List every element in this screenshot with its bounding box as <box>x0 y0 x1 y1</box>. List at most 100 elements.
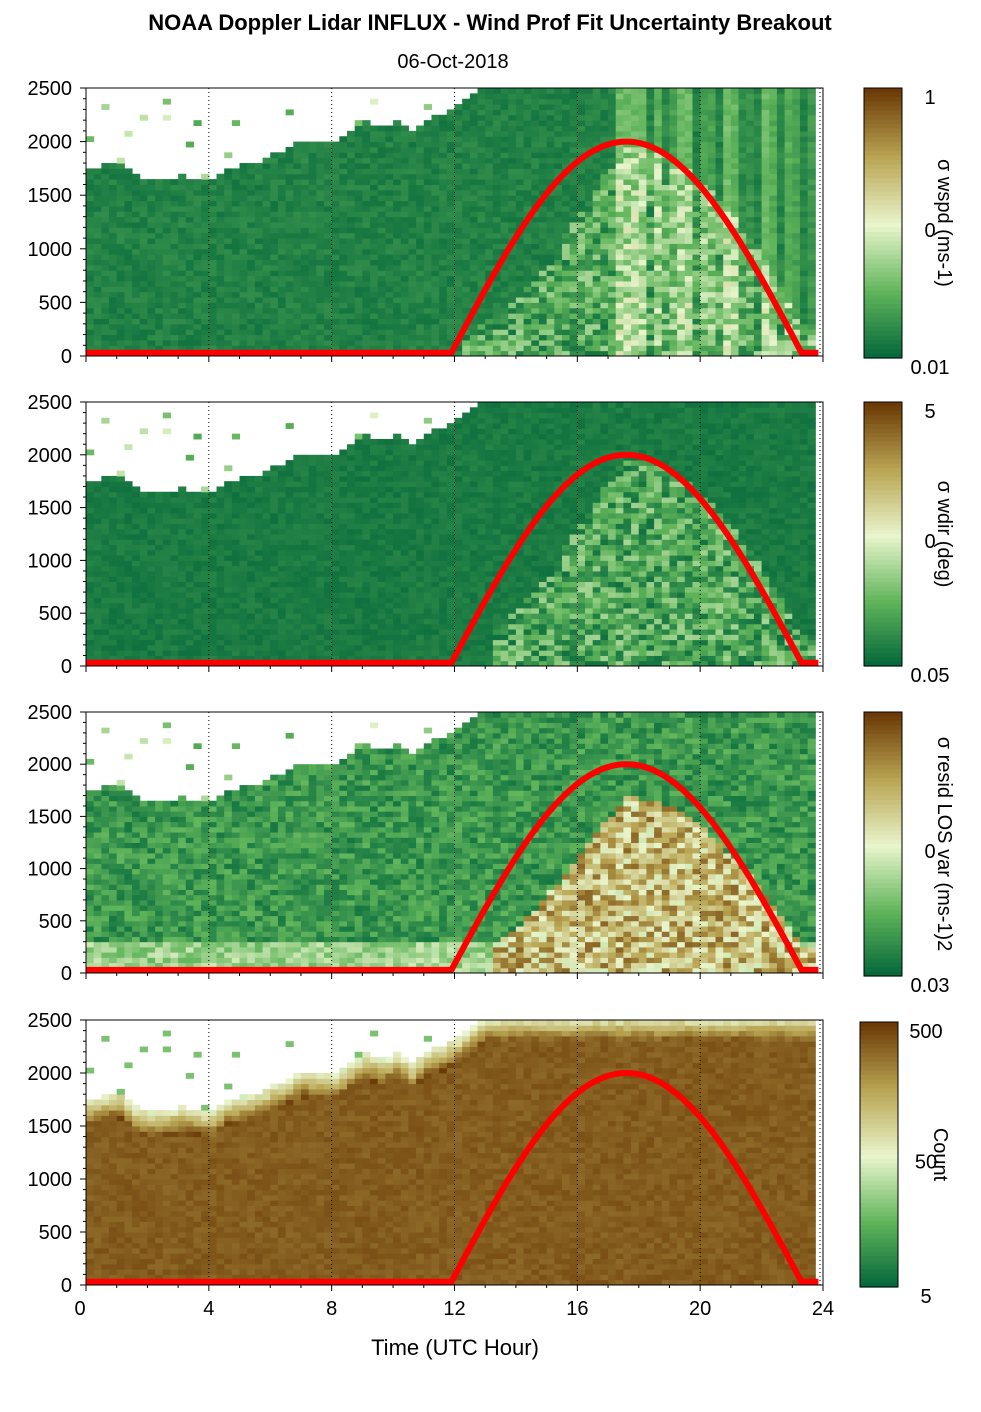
heatmap-cell <box>216 512 225 519</box>
heatmap-cell <box>101 302 110 309</box>
heatmap-cell <box>776 259 786 266</box>
colorbar-segment <box>864 151 902 157</box>
heatmap-cell <box>254 238 264 244</box>
heatmap-cell <box>799 130 809 137</box>
heatmap-cell <box>239 200 248 207</box>
heatmap-cell <box>592 200 601 207</box>
heatmap-cell <box>224 534 233 540</box>
heatmap-cell <box>669 238 678 244</box>
heatmap-cell <box>231 173 241 180</box>
heatmap-cell <box>623 254 632 261</box>
heatmap-cell <box>646 248 655 255</box>
heatmap-cell <box>684 275 693 282</box>
heatmap-cell <box>684 195 693 202</box>
heatmap-cell <box>254 345 264 352</box>
heatmap-cell <box>654 173 663 180</box>
heatmap-cell <box>300 291 310 298</box>
heatmap-cell <box>684 297 693 303</box>
heatmap-cell <box>347 189 356 196</box>
heatmap-cell <box>216 581 225 588</box>
heatmap-cell <box>746 238 755 244</box>
heatmap-cell <box>155 534 164 540</box>
heatmap-cell <box>608 200 617 207</box>
heatmap-cell <box>300 141 310 148</box>
heatmap-cell <box>608 189 617 196</box>
heatmap-cell <box>439 216 448 223</box>
heatmap-cell <box>561 302 571 309</box>
heatmap-cell <box>239 243 248 250</box>
heatmap-cell <box>231 189 241 196</box>
heatmap-cell <box>538 141 548 148</box>
heatmap-cell <box>185 597 194 604</box>
heatmap-cell <box>608 222 617 228</box>
heatmap-cell <box>677 205 686 212</box>
heatmap-cell <box>439 227 448 234</box>
heatmap-cell <box>439 184 448 191</box>
heatmap-cell <box>408 280 417 287</box>
heatmap-cell <box>462 329 471 336</box>
heatmap-cell <box>508 93 517 100</box>
heatmap-cell <box>224 211 233 218</box>
heatmap-cell <box>807 152 816 159</box>
heatmap-cell <box>116 613 125 619</box>
heatmap-cell <box>715 93 724 100</box>
heatmap-cell <box>147 576 156 583</box>
heatmap-cell <box>523 350 532 357</box>
heatmap-cell <box>208 195 218 202</box>
heatmap-cell <box>147 592 156 598</box>
heatmap-cell <box>323 189 333 196</box>
heatmap-cell <box>216 486 225 493</box>
heatmap-cell <box>730 238 740 244</box>
heatmap-cell <box>216 644 225 651</box>
heatmap-cell <box>423 227 432 234</box>
heatmap-cell <box>370 275 379 282</box>
heatmap-cell <box>477 157 486 164</box>
heatmap-cell <box>462 238 471 244</box>
heatmap-cell <box>492 350 502 357</box>
heatmap-cell <box>285 200 294 207</box>
heatmap-cell <box>116 216 125 223</box>
heatmap-cell <box>155 248 164 255</box>
heatmap-cell <box>546 307 555 314</box>
heatmap-cell <box>646 104 655 110</box>
heatmap-cell <box>646 350 655 357</box>
heatmap-cell <box>208 222 218 228</box>
heatmap-cell <box>799 109 809 116</box>
heatmap-cell <box>784 205 793 212</box>
heatmap-cell <box>585 286 594 293</box>
y-tick-label: 1500 <box>28 185 73 207</box>
heatmap-cell <box>730 173 740 180</box>
heatmap-cell <box>347 345 356 352</box>
heatmap-cell <box>339 313 348 319</box>
heatmap-cell <box>554 109 563 116</box>
heatmap-cell <box>109 639 118 646</box>
heatmap-cell <box>569 114 578 121</box>
heatmap-cell <box>147 307 156 314</box>
heatmap-cell <box>93 539 102 546</box>
heatmap-cell <box>515 259 525 266</box>
heatmap-cell <box>162 222 171 228</box>
heatmap-cell <box>799 313 809 319</box>
heatmap-cell <box>293 329 302 336</box>
heatmap-cell <box>631 195 640 202</box>
heatmap-cell <box>247 189 256 196</box>
heatmap-cell <box>485 114 494 121</box>
heatmap-cell <box>446 211 455 218</box>
heatmap-cell <box>239 211 248 218</box>
heatmap-cell <box>746 179 755 185</box>
heatmap-cell <box>201 200 210 207</box>
heatmap-cell <box>585 184 594 191</box>
heatmap-cell <box>277 222 287 228</box>
heatmap-cell <box>792 254 801 261</box>
heatmap-cell <box>377 291 386 298</box>
heatmap-cell <box>86 634 95 641</box>
heatmap-cell <box>162 555 171 561</box>
heatmap-cell <box>784 222 793 228</box>
heatmap-cell <box>508 184 517 191</box>
heatmap-cell <box>385 195 394 202</box>
heatmap-cell <box>523 104 532 110</box>
heatmap-cell <box>492 286 502 293</box>
heatmap-cell <box>677 211 686 218</box>
heatmap-cell <box>608 125 617 132</box>
heatmap-cell <box>231 613 241 619</box>
